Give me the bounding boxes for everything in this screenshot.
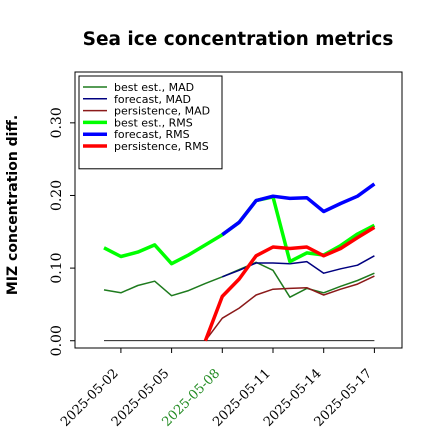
x-axis: 2025-05-022025-05-052025-05-082025-05-11… (58, 348, 375, 430)
series-line (221, 182, 376, 237)
legend-entry: persistence, RMS (114, 140, 209, 153)
y-axis-label: MIZ concentration diff. (5, 115, 21, 295)
y-axis: 0.00 0.10 0.20 0.30 (49, 107, 75, 356)
legend-entry: persistence, MAD (114, 105, 210, 118)
legend-entry: best est., RMS (114, 116, 193, 129)
series-line (203, 225, 376, 342)
y-tick-label: 0.20 (49, 180, 65, 211)
chart-title: Sea ice concentration metrics (83, 29, 394, 50)
legend-entry: forecast, RMS (114, 128, 190, 141)
series-group (103, 182, 376, 342)
y-tick-label: 0.10 (49, 253, 65, 284)
legend-entry: best est., MAD (114, 81, 194, 94)
series-line (204, 275, 375, 342)
y-tick-label: 0.00 (49, 325, 65, 356)
legend-entry: forecast, MAD (114, 93, 191, 106)
y-tick-label: 0.30 (49, 107, 65, 138)
